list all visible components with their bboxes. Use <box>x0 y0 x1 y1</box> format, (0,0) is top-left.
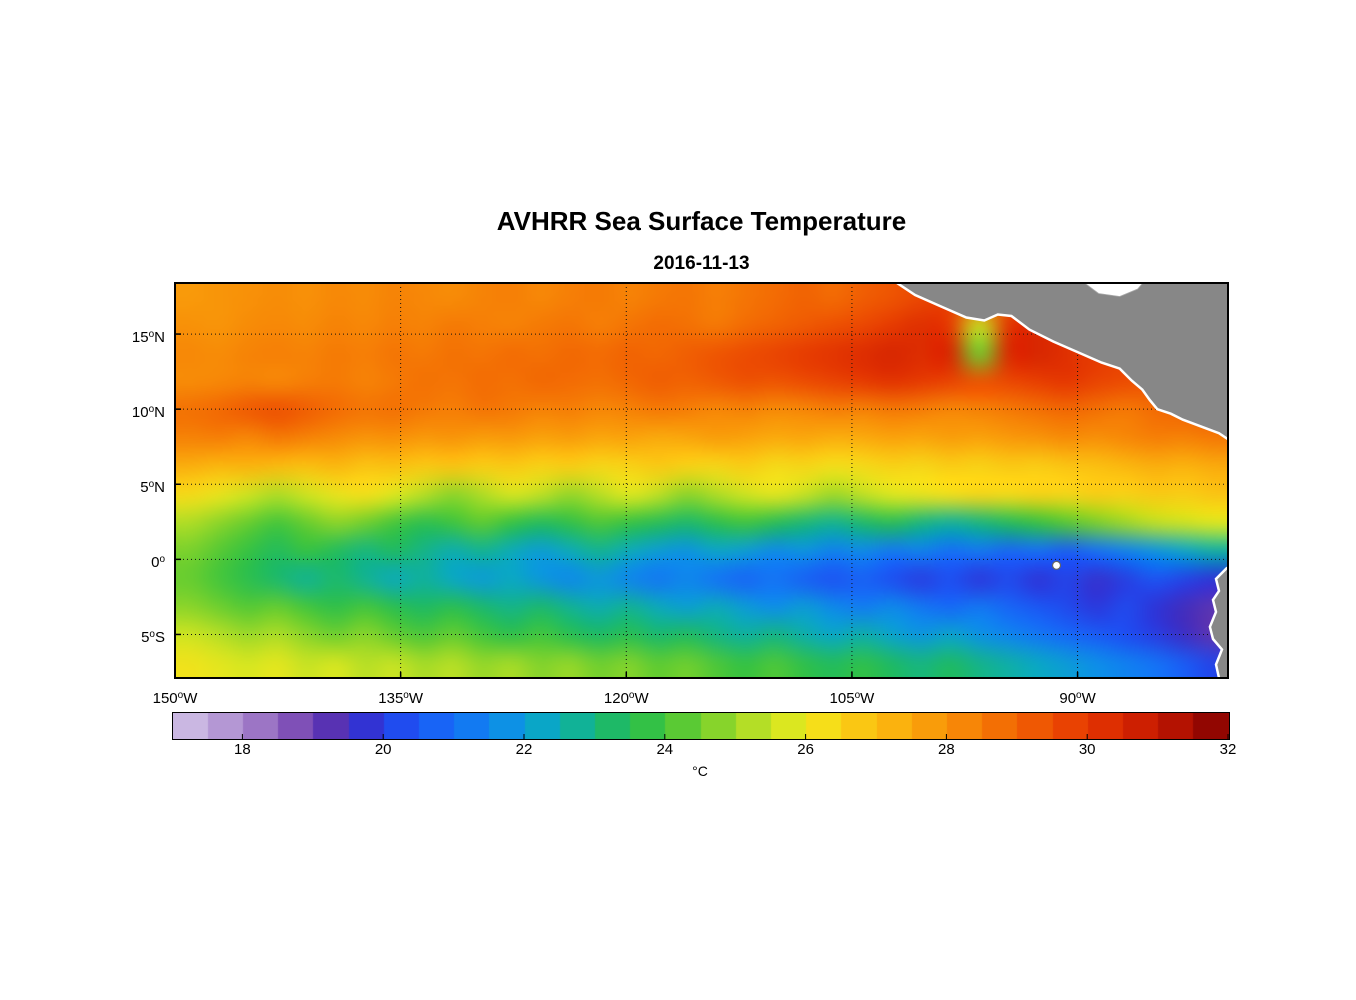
plot-subtitle: 2016-11-13 <box>653 253 750 274</box>
y-tick-label: 5oS <box>141 629 165 647</box>
x-tick-label: 150oW <box>152 690 198 707</box>
x-tick-label: 90oW <box>1059 690 1096 707</box>
x-tick-label: 135oW <box>378 690 424 707</box>
y-tick-label: 5oN <box>140 479 165 497</box>
y-tick-label: 0o <box>151 554 165 572</box>
colorbar-tick-label: 26 <box>797 741 814 758</box>
y-tick-label: 10oN <box>131 404 165 422</box>
x-tick-label: 105oW <box>829 690 875 707</box>
colorbar-tick-label: 22 <box>515 741 533 758</box>
x-tick-label: 120oW <box>603 690 649 707</box>
plot-title: AVHRR Sea Surface Temperature <box>496 206 907 236</box>
colorbar-unit-label: °C <box>692 763 708 779</box>
sst-heatmap-canvas <box>175 283 1228 678</box>
colorbar-tick-label: 24 <box>656 741 674 758</box>
colorbar-tick-label: 32 <box>1219 741 1237 758</box>
colorbar-tick-label: 18 <box>234 741 251 758</box>
colorbar-tick-label: 28 <box>938 741 955 758</box>
y-tick-label: 15oN <box>131 329 165 347</box>
colorbar-tick-label: 30 <box>1078 741 1096 758</box>
colorbar-canvas <box>172 712 1230 740</box>
colorbar-tick-label: 20 <box>374 741 392 758</box>
